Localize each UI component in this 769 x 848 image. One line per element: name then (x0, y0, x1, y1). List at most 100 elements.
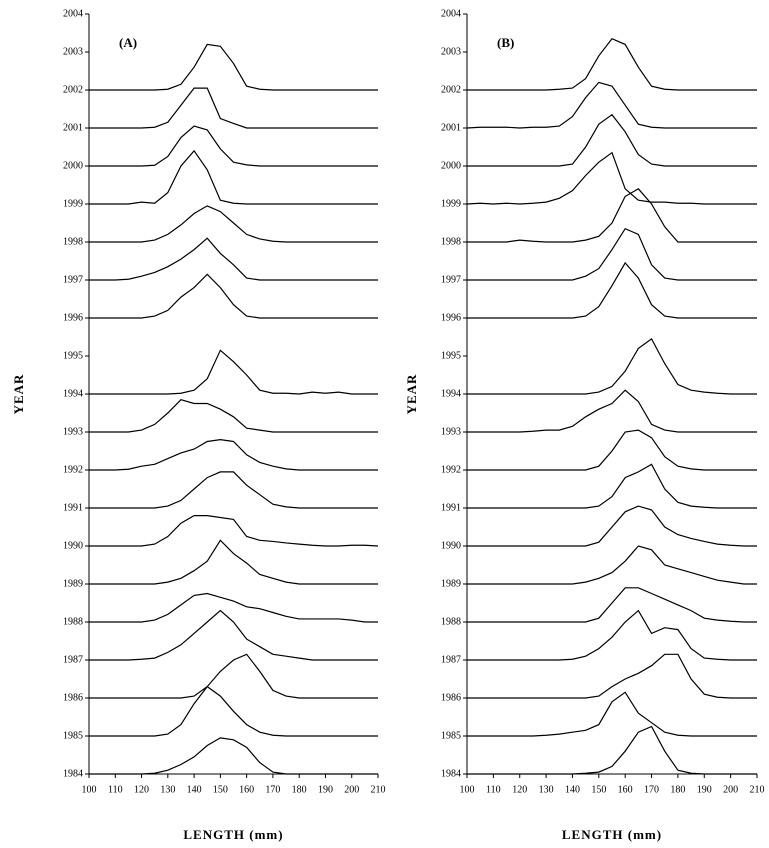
x-tick-label: 120 (134, 784, 149, 795)
x-tick-label: 140 (565, 784, 580, 795)
y-tick-label: 1984 (441, 768, 461, 779)
y-tick-label: 1994 (441, 388, 461, 399)
y-tick-label: 1985 (441, 730, 461, 741)
y-tick-label: 2003 (441, 46, 461, 57)
ridge-line (89, 399, 378, 433)
y-tick-label: 1998 (63, 236, 83, 247)
y-tick-label: 1998 (441, 236, 461, 247)
x-tick-label: 190 (697, 784, 712, 795)
ridge-line (467, 429, 757, 471)
x-axis-title: LENGTH (mm) (562, 827, 662, 842)
y-tick-label: 1997 (441, 274, 461, 285)
x-tick-label: 120 (512, 784, 527, 795)
y-tick-label: 1999 (63, 198, 83, 209)
y-tick-label: 1988 (63, 616, 83, 627)
y-tick-label: 1984 (63, 768, 83, 779)
ridge-line (89, 653, 378, 699)
ridge-line (467, 691, 757, 737)
ridge-line (89, 87, 378, 129)
panel-label: (B) (497, 35, 514, 50)
ridge-line (89, 471, 378, 509)
y-tick-label: 1994 (63, 388, 83, 399)
x-tick-label: 110 (108, 784, 123, 795)
ridge-line (467, 261, 757, 319)
ridge-line (89, 609, 378, 661)
y-tick-label: 1996 (63, 312, 83, 323)
ridge-line (467, 463, 757, 509)
ridge-line (89, 149, 378, 205)
y-tick-label: 1991 (63, 502, 83, 513)
x-tick-label: 150 (591, 784, 606, 795)
y-tick-label: 1997 (63, 274, 83, 285)
x-tick-label: 210 (750, 784, 765, 795)
y-tick-label: 1992 (441, 464, 461, 475)
y-tick-label: 1985 (63, 730, 83, 741)
y-tick-label: 2004 (441, 8, 461, 19)
x-tick-label: 190 (318, 784, 333, 795)
ridge-line (467, 609, 757, 661)
x-tick-label: 160 (239, 784, 254, 795)
ridge-line (467, 227, 757, 281)
y-tick-label: 1990 (441, 540, 461, 551)
y-tick-label: 2003 (63, 46, 83, 57)
y-tick-label: 2001 (63, 122, 83, 133)
x-tick-label: 170 (644, 784, 659, 795)
x-tick-label: 210 (371, 784, 386, 795)
ridge-line (89, 349, 378, 395)
ridge-line (466, 151, 757, 205)
ridge-line (467, 587, 757, 623)
y-tick-label: 2002 (441, 84, 461, 95)
y-tick-label: 1995 (63, 350, 83, 361)
x-tick-label: 180 (292, 784, 307, 795)
y-tick-label: 2000 (63, 160, 83, 171)
ridge-line (89, 205, 378, 243)
x-tick-label: 130 (160, 784, 175, 795)
ridge-line (89, 592, 378, 623)
ridge-line (467, 725, 757, 775)
ridge-line (467, 653, 757, 699)
ridge-line (89, 237, 378, 281)
y-tick-label: 1990 (63, 540, 83, 551)
ridge-line (467, 113, 757, 167)
ridge-line (89, 539, 378, 585)
ridge-line (467, 505, 757, 547)
y-tick-label: 1993 (441, 426, 461, 437)
x-tick-label: 160 (618, 784, 633, 795)
ridge-line (467, 338, 757, 395)
ridge-line (89, 438, 378, 471)
y-tick-label: 1986 (441, 692, 461, 703)
y-tick-label: 2002 (63, 84, 83, 95)
x-tick-label: 130 (539, 784, 554, 795)
x-tick-label: 180 (670, 784, 685, 795)
y-tick-label: 1989 (441, 578, 461, 589)
ridge-line (89, 685, 378, 737)
y-tick-label: 1988 (441, 616, 461, 627)
ridge-line (89, 515, 379, 547)
x-tick-label: 110 (486, 784, 501, 795)
ridge-line (89, 125, 378, 167)
x-axis-title: LENGTH (mm) (183, 827, 283, 842)
y-tick-label: 1999 (441, 198, 461, 209)
x-tick-label: 200 (723, 784, 738, 795)
ridge-line (466, 81, 757, 129)
y-tick-label: 2001 (441, 122, 461, 133)
x-tick-label: 200 (344, 784, 359, 795)
ridge-line (89, 737, 378, 775)
y-axis-title: YEAR (11, 374, 26, 415)
ridge-line (89, 43, 378, 91)
y-tick-label: 1989 (63, 578, 83, 589)
y-tick-label: 1991 (441, 502, 461, 513)
panel-label: (A) (119, 35, 137, 50)
x-tick-label: 100 (460, 784, 475, 795)
y-tick-label: 1995 (441, 350, 461, 361)
y-tick-label: 1986 (63, 692, 83, 703)
x-tick-label: 100 (82, 784, 97, 795)
y-tick-label: 2004 (63, 8, 83, 19)
y-tick-label: 2000 (441, 160, 461, 171)
ridge-line (467, 545, 757, 585)
y-axis-title: YEAR (404, 374, 419, 415)
x-tick-label: 170 (265, 784, 280, 795)
ridge-line (467, 37, 757, 91)
